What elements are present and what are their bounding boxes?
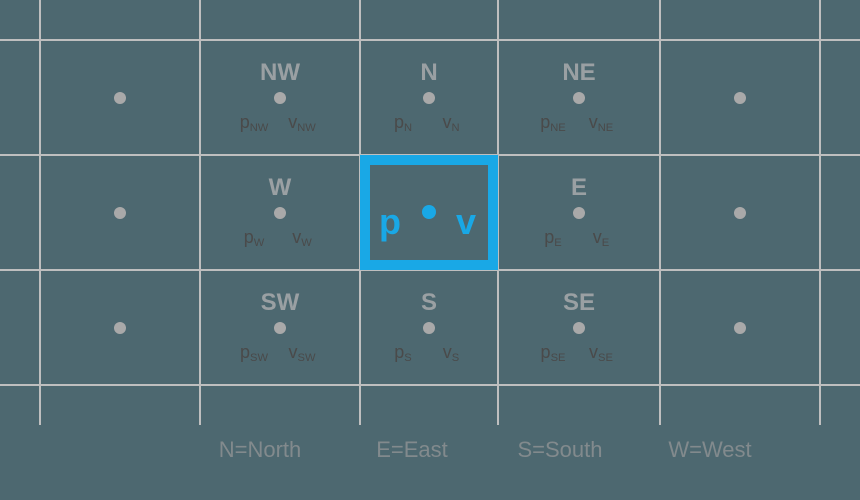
center-dot: [422, 205, 436, 219]
dir-label-w: W: [269, 174, 292, 201]
dir-label-s: S: [421, 289, 437, 316]
dir-label-e: E: [571, 174, 587, 201]
legend-item-3: W=West: [668, 437, 751, 462]
legend-item-1: E=East: [376, 437, 448, 462]
cell-dot-e: [573, 207, 585, 219]
center-p-label: p: [379, 201, 401, 242]
dir-label-se: SE: [563, 289, 595, 316]
cell-dot-nw: [274, 92, 286, 104]
cell-dot-outer-5: [114, 207, 126, 219]
dir-label-nw: NW: [260, 59, 300, 86]
cell-dot-w: [274, 207, 286, 219]
cell-dot-outer-8: [734, 207, 746, 219]
legend-item-0: N=North: [219, 437, 302, 462]
cell-dot-s: [423, 322, 435, 334]
cell-dot-se: [573, 322, 585, 334]
stencil-diagram: NWpNWvNWNpNvNNEpNEvNEWpWvWEpEvESWpSWvSWS…: [0, 0, 860, 500]
cell-dot-outer-4: [734, 92, 746, 104]
cell-dot-n: [423, 92, 435, 104]
cell-dot-sw: [274, 322, 286, 334]
center-v-label: v: [456, 201, 476, 242]
cell-dot-outer-9: [114, 322, 126, 334]
dir-label-sw: SW: [261, 289, 300, 316]
legend-item-2: S=South: [517, 437, 602, 462]
cell-dot-ne: [573, 92, 585, 104]
cell-dot-outer-13: [734, 322, 746, 334]
dir-label-ne: NE: [562, 59, 595, 86]
dir-label-n: N: [420, 59, 437, 86]
cell-dot-outer-0: [114, 92, 126, 104]
